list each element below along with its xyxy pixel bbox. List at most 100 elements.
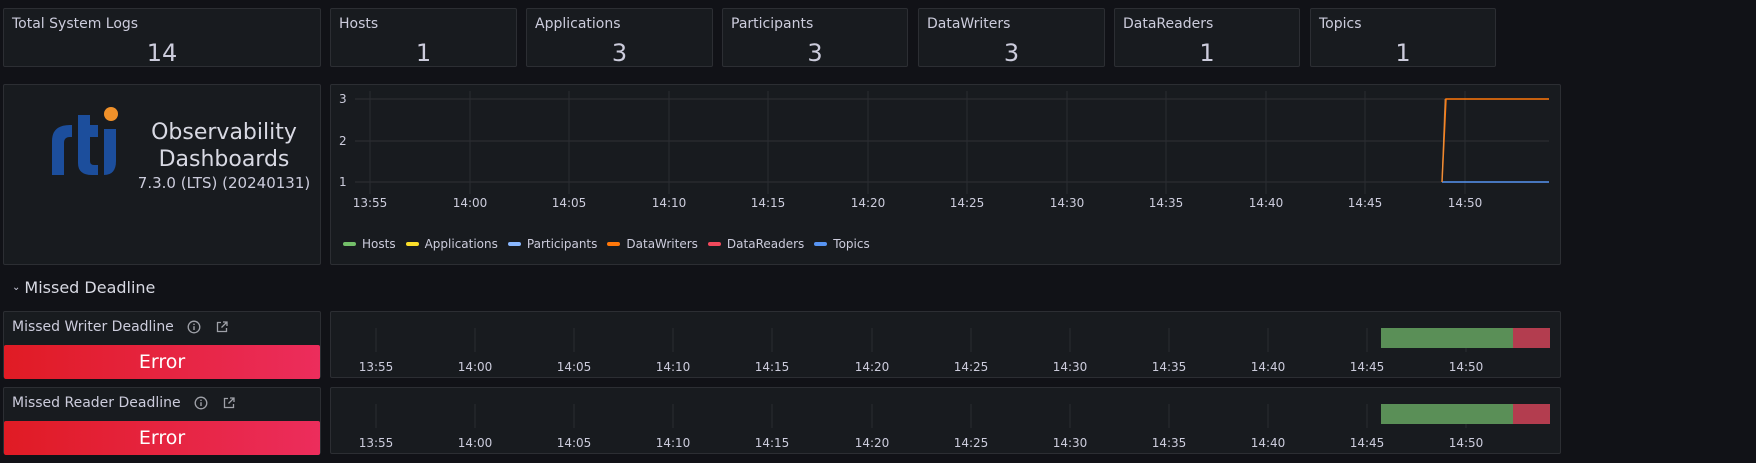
legend-item-datawriters[interactable]: DataWriters xyxy=(607,237,698,251)
legend-swatch-icon xyxy=(343,242,356,246)
x-tick: 14:20 xyxy=(851,196,886,210)
status-badge: Error xyxy=(4,345,320,379)
legend-item-applications[interactable]: Applications xyxy=(405,237,498,251)
stat-value: 1 xyxy=(1199,39,1215,67)
legend-item-hosts[interactable]: Hosts xyxy=(343,237,396,251)
legend-swatch-icon xyxy=(507,242,521,246)
x-tick: 14:30 xyxy=(1050,196,1085,210)
x-tick: 14:50 xyxy=(1449,360,1484,374)
x-tick: 14:05 xyxy=(557,360,592,374)
legend-swatch-icon xyxy=(814,242,828,246)
state-error-segment[interactable] xyxy=(1513,404,1550,424)
state-error-segment[interactable] xyxy=(1513,328,1550,348)
product-title-line2: Dashboards xyxy=(158,147,290,172)
missed-writer-deadline-timeline[interactable]: 13:55 14:00 14:05 14:10 14:15 14:20 14:2… xyxy=(330,311,1561,378)
x-tick: 14:00 xyxy=(453,196,488,210)
legend-item-topics[interactable]: Topics xyxy=(814,237,870,251)
external-link-icon[interactable] xyxy=(221,395,237,411)
entity-count-timeseries-panel[interactable]: 3 2 1 13:55 14:00 14:05 14:10 14:15 14:2… xyxy=(330,84,1561,265)
state-timeline-chart[interactable]: 13:55 14:00 14:05 14:10 14:15 14:20 14:2… xyxy=(331,312,1562,379)
stat-panel-hosts[interactable]: Hosts 1 xyxy=(330,8,517,67)
missed-writer-deadline-panel[interactable]: Missed Writer Deadline Error xyxy=(3,311,321,379)
stat-title: Participants xyxy=(731,16,814,32)
stat-value: 3 xyxy=(807,39,823,67)
x-tick: 14:45 xyxy=(1350,436,1385,450)
x-tick: 14:10 xyxy=(656,436,691,450)
legend-label: Participants xyxy=(526,237,598,251)
rti-logo-icon xyxy=(52,107,118,175)
state-timeline-chart[interactable]: 13:55 14:00 14:05 14:10 14:15 14:20 14:2… xyxy=(331,388,1562,455)
legend-label: Applications xyxy=(424,237,498,251)
external-link-icon[interactable] xyxy=(214,319,230,335)
x-tick: 14:45 xyxy=(1350,360,1385,374)
x-tick: 14:05 xyxy=(552,196,587,210)
state-ok-segment[interactable] xyxy=(1381,404,1513,424)
legend-label: Topics xyxy=(833,237,870,251)
missed-reader-deadline-panel[interactable]: Missed Reader Deadline Error xyxy=(3,387,321,455)
x-tick: 14:50 xyxy=(1449,436,1484,450)
stat-title: DataReaders xyxy=(1123,16,1214,32)
x-tick: 14:05 xyxy=(557,436,592,450)
x-tick: 14:40 xyxy=(1249,196,1284,210)
x-tick: 14:30 xyxy=(1053,360,1088,374)
legend-label: DataWriters xyxy=(626,237,698,251)
legend-swatch-icon xyxy=(607,242,621,246)
stat-panel-datareaders[interactable]: DataReaders 1 xyxy=(1114,8,1300,67)
x-tick: 14:20 xyxy=(855,436,890,450)
chart-legend: Hosts Applications Participants DataWrit… xyxy=(343,237,870,251)
stat-value: 3 xyxy=(611,39,628,67)
info-icon[interactable] xyxy=(193,395,209,411)
row-missed-deadline-toggle[interactable]: ⌄ Missed Deadline xyxy=(12,278,155,297)
stat-value: 1 xyxy=(415,39,432,67)
legend-item-datareaders[interactable]: DataReaders xyxy=(707,237,805,251)
stat-value: 14 xyxy=(146,39,178,67)
legend-swatch-icon xyxy=(405,242,419,246)
info-icon[interactable] xyxy=(186,319,202,335)
stat-panel-applications[interactable]: Applications 3 xyxy=(526,8,713,67)
series-line-overlap xyxy=(1441,98,1446,183)
stat-title: Applications xyxy=(535,16,621,32)
x-tick: 14:30 xyxy=(1053,436,1088,450)
rti-logo xyxy=(44,103,124,179)
x-tick: 14:10 xyxy=(652,196,687,210)
state-ok-segment[interactable] xyxy=(1381,328,1513,348)
x-tick: 14:35 xyxy=(1152,436,1187,450)
panel-title: Missed Reader Deadline xyxy=(12,395,181,411)
x-tick: 13:55 xyxy=(359,436,394,450)
product-title-line1: Observability xyxy=(151,120,297,145)
row-title: Missed Deadline xyxy=(24,278,156,297)
x-tick: 14:15 xyxy=(755,436,790,450)
x-tick: 14:25 xyxy=(950,196,985,210)
panel-title: Missed Writer Deadline xyxy=(12,319,174,335)
x-tick: 14:25 xyxy=(954,436,989,450)
stat-panel-total-system-logs[interactable]: Total System Logs 14 xyxy=(3,8,321,67)
x-tick: 13:55 xyxy=(353,196,388,210)
x-tick: 14:00 xyxy=(458,360,493,374)
x-tick: 14:15 xyxy=(751,196,786,210)
x-tick: 13:55 xyxy=(359,360,394,374)
stat-value: 3 xyxy=(1003,39,1020,67)
missed-reader-deadline-timeline[interactable]: 13:55 14:00 14:05 14:10 14:15 14:20 14:2… xyxy=(330,387,1561,454)
logo-panel: Observability Dashboards 7.3.0 (LTS) (20… xyxy=(3,84,321,265)
stat-panel-datawriters[interactable]: DataWriters 3 xyxy=(918,8,1105,67)
x-tick: 14:40 xyxy=(1251,436,1286,450)
legend-swatch-icon xyxy=(707,242,721,246)
chevron-down-icon: ⌄ xyxy=(12,282,21,293)
stat-title: Topics xyxy=(1319,16,1362,32)
legend-label: DataReaders xyxy=(726,237,805,251)
stat-panel-topics[interactable]: Topics 1 xyxy=(1310,8,1496,67)
stat-title: Hosts xyxy=(339,16,379,32)
x-tick: 14:25 xyxy=(954,360,989,374)
y-tick: 3 xyxy=(339,92,347,106)
legend-label: Hosts xyxy=(362,237,396,251)
timeseries-chart[interactable]: 3 2 1 13:55 14:00 14:05 14:10 14:15 14:2… xyxy=(331,85,1562,235)
status-badge: Error xyxy=(4,421,320,455)
x-tick: 14:45 xyxy=(1348,196,1383,210)
legend-item-participants[interactable]: Participants xyxy=(507,237,598,251)
y-tick: 2 xyxy=(339,134,347,148)
stat-value: 1 xyxy=(1395,39,1411,67)
x-tick: 14:40 xyxy=(1251,360,1286,374)
stat-panel-participants[interactable]: Participants 3 xyxy=(722,8,908,67)
x-tick: 14:15 xyxy=(755,360,790,374)
x-tick: 14:35 xyxy=(1149,196,1184,210)
